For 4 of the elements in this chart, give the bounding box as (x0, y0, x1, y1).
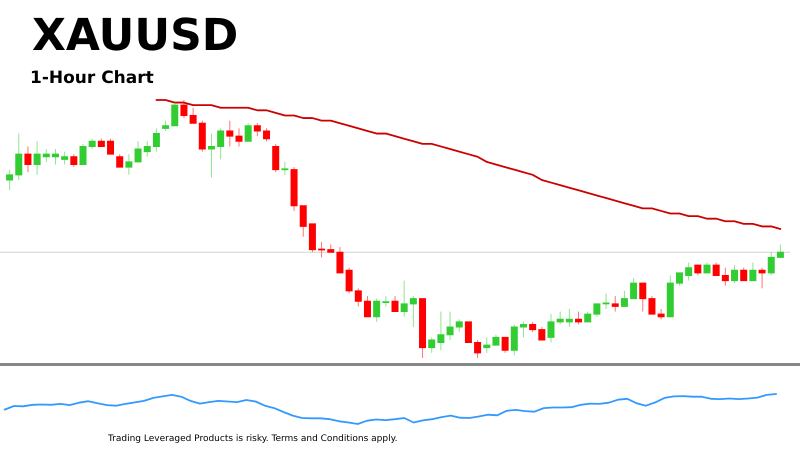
candlestick (464, 321, 472, 344)
chart-title: XAUUSD (32, 10, 238, 61)
chart-subtitle: 1-Hour Chart (30, 68, 154, 88)
text: Trading Leveraged Products is risky. Terms and Conditions apply. (108, 434, 398, 444)
